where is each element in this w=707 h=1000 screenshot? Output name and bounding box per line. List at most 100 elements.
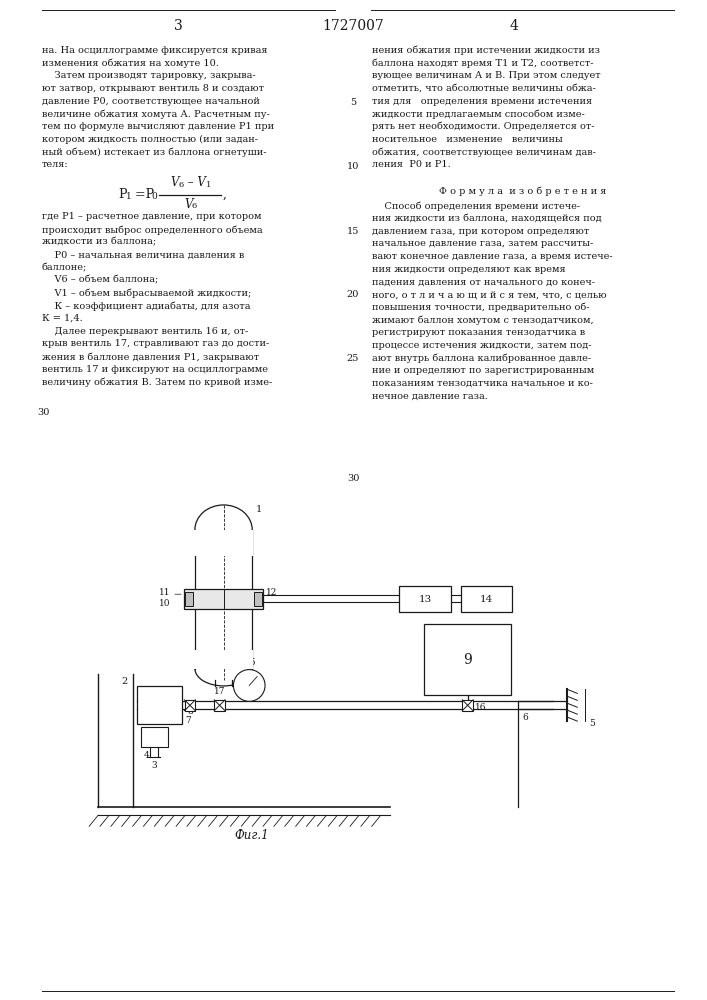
Text: ют затвор, открывают вентиль 8 и создают: ют затвор, открывают вентиль 8 и создают	[42, 84, 264, 93]
Text: 5: 5	[589, 719, 595, 728]
Text: повышения точности, предварительно об-: повышения точности, предварительно об-	[372, 303, 589, 312]
Text: начальное давление газа, затем рассчиты-: начальное давление газа, затем рассчиты-	[372, 239, 593, 248]
Text: 16: 16	[475, 703, 486, 712]
Text: вующее величинам А и В. При этом следует: вующее величинам А и В. При этом следует	[372, 71, 600, 80]
Text: 15: 15	[347, 227, 359, 236]
Text: нечное давление газа.: нечное давление газа.	[372, 392, 488, 401]
Text: ния жидкости из баллона, находящейся под: ния жидкости из баллона, находящейся под	[372, 214, 602, 223]
Text: жимают баллон хомутом с тензодатчиком,: жимают баллон хомутом с тензодатчиком,	[372, 316, 593, 325]
Text: 1: 1	[256, 505, 262, 514]
Text: 15: 15	[245, 658, 257, 667]
Text: =P: =P	[131, 188, 154, 201]
Text: Ф о р м у л а  и з о б р е т е н и я: Ф о р м у л а и з о б р е т е н и я	[439, 187, 607, 196]
Text: 6: 6	[522, 713, 527, 722]
Text: 11: 11	[158, 588, 170, 597]
Text: носительное   изменение   величины: носительное изменение величины	[372, 135, 563, 144]
Text: вают конечное давление газа, а время истече-: вают конечное давление газа, а время ист…	[372, 252, 612, 261]
Text: 10: 10	[347, 162, 359, 171]
Text: – V: – V	[184, 176, 206, 189]
Text: рять нет необходимости. Определяется от-: рять нет необходимости. Определяется от-	[372, 122, 595, 131]
Text: 1: 1	[206, 181, 211, 189]
Text: происходит выброс определенного объема: происходит выброс определенного объема	[42, 225, 262, 235]
Text: регистрируют показания тензодатчика в: регистрируют показания тензодатчика в	[372, 328, 585, 337]
Text: Далее перекрывают вентиль 16 и, от-: Далее перекрывают вентиль 16 и, от-	[42, 327, 248, 336]
Text: P: P	[118, 188, 127, 201]
Text: V1 – объем выбрасываемой жидкости;: V1 – объем выбрасываемой жидкости;	[42, 289, 251, 298]
Text: крыв вентиль 17, стравливают газ до дости-: крыв вентиль 17, стравливают газ до дост…	[42, 339, 269, 348]
Text: ния жидкости определяют как время: ния жидкости определяют как время	[372, 265, 566, 274]
Text: жидкости из баллона;: жидкости из баллона;	[42, 238, 156, 247]
Text: показаниям тензодатчика начальное и ко-: показаниям тензодатчика начальное и ко-	[372, 379, 592, 388]
Text: 9: 9	[463, 653, 472, 667]
Text: Затем производят тарировку, закрыва-: Затем производят тарировку, закрыва-	[42, 71, 255, 80]
Text: величине обжатия хомута А. Расчетным пу-: величине обжатия хомута А. Расчетным пу-	[42, 109, 269, 119]
Text: ние и определяют по зарегистрированным: ние и определяют по зарегистрированным	[372, 366, 594, 375]
Text: 2: 2	[122, 677, 128, 686]
Text: процессе истечения жидкости, затем под-: процессе истечения жидкости, затем под-	[372, 341, 591, 350]
Text: изменения обжатия на хомуте 10.: изменения обжатия на хомуте 10.	[42, 59, 218, 68]
Text: 3: 3	[151, 761, 157, 770]
Text: К – коэффициент адиабаты, для азота: К – коэффициент адиабаты, для азота	[42, 301, 250, 311]
Text: отметить, что абсолютные величины обжа-: отметить, что абсолютные величины обжа-	[372, 84, 595, 93]
Circle shape	[233, 670, 265, 701]
Text: падения давления от начального до конеч-: падения давления от начального до конеч-	[372, 277, 595, 286]
Text: 8: 8	[187, 707, 193, 716]
Text: величину обжатия В. Затем по кривой изме-: величину обжатия В. Затем по кривой изме…	[42, 377, 272, 387]
Bar	[194, 650, 253, 669]
Text: 12: 12	[266, 588, 277, 597]
Text: вентиль 17 и фиксируют на осциллограмме: вентиль 17 и фиксируют на осциллограмме	[42, 365, 268, 374]
Bar	[214, 700, 225, 711]
Text: баллоне;: баллоне;	[42, 263, 87, 272]
Text: ного, о т л и ч а ю щ и й с я тем, что, с целью: ного, о т л и ч а ю щ и й с я тем, что, …	[372, 290, 607, 299]
Text: 13: 13	[419, 595, 432, 604]
Text: 1: 1	[126, 192, 132, 201]
Bar	[141, 727, 168, 747]
Text: 6: 6	[192, 202, 197, 210]
Text: 17: 17	[214, 687, 226, 696]
Text: теля:: теля:	[42, 160, 69, 169]
Text: на. На осциллограмме фиксируется кривая: на. На осциллограмме фиксируется кривая	[42, 46, 267, 55]
Text: V6 – объем баллона;: V6 – объем баллона;	[42, 276, 158, 285]
Bar	[185, 700, 195, 711]
Text: V: V	[170, 176, 179, 189]
Text: 5: 5	[350, 98, 356, 107]
Text: 1727007: 1727007	[322, 19, 384, 33]
Text: 30: 30	[347, 474, 359, 483]
Text: 4: 4	[144, 751, 149, 760]
Text: Фиг.1: Фиг.1	[234, 829, 269, 842]
Text: К = 1,4.: К = 1,4.	[42, 314, 83, 323]
Text: ают внутрь баллона калиброванное давле-: ают внутрь баллона калиброванное давле-	[372, 354, 591, 363]
Text: котором жидкость полностью (или задан-: котором жидкость полностью (или задан-	[42, 135, 258, 144]
Text: V: V	[184, 198, 192, 211]
Bar	[461, 586, 512, 612]
Bar	[194, 530, 253, 556]
Bar	[424, 624, 511, 695]
Text: 6: 6	[178, 181, 183, 189]
Text: 10: 10	[158, 599, 170, 608]
Bar	[399, 586, 451, 612]
Text: 20: 20	[347, 290, 359, 299]
Text: 7: 7	[185, 716, 191, 725]
Text: ный объем) истекает из баллона огнетуши-: ный объем) истекает из баллона огнетуши-	[42, 147, 267, 157]
Text: нения обжатия при истечении жидкости из: нения обжатия при истечении жидкости из	[372, 46, 600, 55]
Text: жения в баллоне давления Р1, закрывают: жения в баллоне давления Р1, закрывают	[42, 352, 259, 362]
Text: давление Р0, соответствующее начальной: давление Р0, соответствующее начальной	[42, 97, 259, 106]
Text: 0: 0	[151, 192, 157, 201]
Bar	[255, 592, 262, 606]
Text: давлением газа, при котором определяют: давлением газа, при котором определяют	[372, 227, 589, 236]
Text: где Р1 – расчетное давление, при котором: где Р1 – расчетное давление, при котором	[42, 212, 261, 221]
Text: тия для   определения времени истечения: тия для определения времени истечения	[372, 97, 592, 106]
Text: 4: 4	[509, 19, 518, 33]
Text: баллона находят время T1 и T2, соответст-: баллона находят время T1 и T2, соответст…	[372, 59, 593, 68]
Text: Способ определения времени истече-: Способ определения времени истече-	[372, 201, 580, 211]
Bar	[136, 686, 182, 724]
Text: Р0 – начальная величина давления в: Р0 – начальная величина давления в	[42, 250, 244, 259]
Text: обжатия, соответствующее величинам дав-: обжатия, соответствующее величинам дав-	[372, 147, 596, 157]
Text: 30: 30	[37, 408, 49, 417]
Text: ления  Р0 и Р1.: ления Р0 и Р1.	[372, 160, 450, 169]
Text: 14: 14	[480, 595, 493, 604]
Text: тем по формуле вычисляют давление Р1 при: тем по формуле вычисляют давление Р1 при	[42, 122, 274, 131]
Bar	[185, 592, 193, 606]
Text: 25: 25	[347, 354, 359, 363]
Bar	[462, 700, 473, 711]
